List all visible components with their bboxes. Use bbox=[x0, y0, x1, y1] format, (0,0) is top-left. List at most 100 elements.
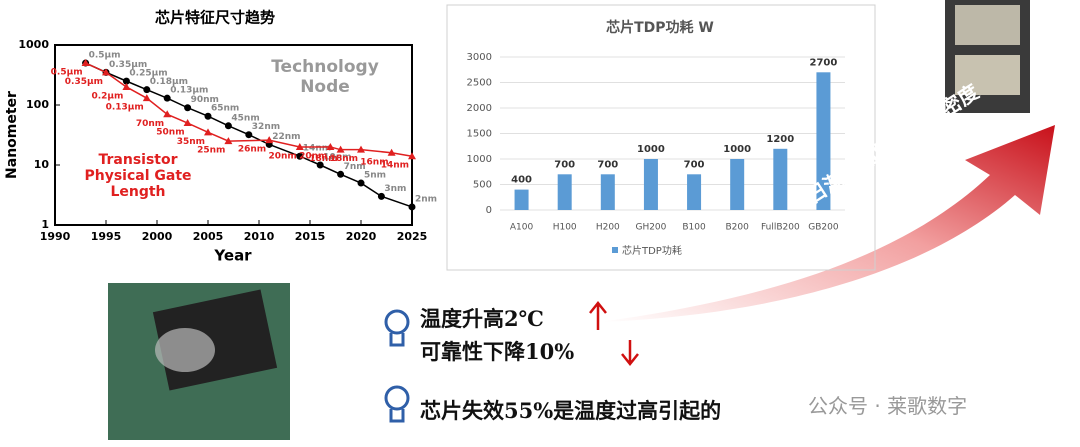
data-label: 400 bbox=[511, 175, 532, 186]
bar bbox=[816, 72, 831, 210]
data-label: 16nm bbox=[360, 157, 388, 167]
bar-chart-frame bbox=[446, 4, 876, 271]
data-label: 18nm bbox=[330, 154, 358, 164]
x-tick-label: 2000 bbox=[142, 230, 173, 243]
legend-swatch bbox=[612, 247, 618, 253]
data-label: 0.2μm bbox=[91, 91, 123, 101]
data-label: 25nm bbox=[197, 146, 225, 156]
data-label: 45nm bbox=[231, 113, 259, 123]
y-tick-label: 10 bbox=[34, 158, 50, 171]
data-label: 700 bbox=[684, 159, 705, 170]
point bbox=[336, 145, 345, 153]
data-label: 2700 bbox=[810, 57, 838, 68]
chart-title: 芯片特征尺寸趋势 bbox=[155, 9, 275, 27]
point bbox=[81, 59, 90, 67]
x-tick-label: 1990 bbox=[40, 230, 71, 243]
bullet: 可靠性下降10% bbox=[420, 339, 575, 364]
point bbox=[143, 86, 151, 94]
point bbox=[245, 131, 253, 139]
data-label: 5nm bbox=[364, 171, 386, 181]
data-label: 65nm bbox=[211, 104, 239, 114]
point bbox=[357, 145, 365, 153]
point bbox=[122, 77, 130, 85]
point bbox=[337, 170, 345, 178]
chart-title: 芯片TDP功耗 W bbox=[606, 19, 714, 36]
data-label: 20nm bbox=[268, 151, 296, 161]
data-label: 0.5μm bbox=[51, 68, 83, 78]
legend-label: 芯片TDP功耗 bbox=[622, 244, 682, 257]
data-label: 35nm bbox=[177, 137, 205, 147]
point bbox=[357, 179, 365, 187]
y-tick-label: 2500 bbox=[467, 78, 492, 89]
watermark: 公众号 · 莱歌数字 bbox=[808, 394, 968, 418]
line bbox=[85, 62, 413, 208]
chip-photo-part bbox=[955, 5, 1020, 45]
x-tick-label: 2005 bbox=[193, 230, 224, 243]
data-label: 18nm bbox=[309, 154, 337, 164]
data-label: 70nm bbox=[136, 119, 164, 129]
point bbox=[184, 104, 192, 112]
data-label: 0.25μm bbox=[129, 69, 167, 79]
point bbox=[142, 94, 151, 102]
point bbox=[204, 128, 212, 136]
data-label: 700 bbox=[597, 159, 618, 170]
data-label: 0.13μm bbox=[106, 103, 144, 113]
point bbox=[204, 112, 212, 120]
point bbox=[102, 68, 110, 76]
point bbox=[265, 136, 274, 144]
data-label: 22nm bbox=[272, 132, 300, 142]
x-tick-label: B200 bbox=[726, 223, 750, 233]
down-arrow bbox=[621, 340, 639, 367]
point bbox=[163, 110, 172, 118]
bar bbox=[600, 174, 615, 210]
data-label: 0.5μm bbox=[89, 51, 121, 61]
x-tick-label: H100 bbox=[553, 223, 577, 233]
point bbox=[408, 152, 416, 160]
data-label: 20nm bbox=[299, 151, 327, 161]
y-tick-label: 2000 bbox=[467, 103, 492, 114]
data-label: 1000 bbox=[637, 144, 665, 155]
x-axis-label: Year bbox=[213, 247, 252, 265]
plot-frame bbox=[54, 44, 413, 226]
point bbox=[122, 82, 131, 90]
data-label: 14nm bbox=[303, 144, 331, 154]
y-tick-label: 500 bbox=[473, 180, 492, 191]
point bbox=[377, 192, 385, 200]
point bbox=[387, 148, 396, 156]
point bbox=[296, 152, 304, 160]
x-tick-label: B100 bbox=[682, 223, 706, 233]
y-tick-label: 1500 bbox=[467, 129, 492, 140]
data-label: 90nm bbox=[191, 95, 219, 105]
data-label: 50nm bbox=[156, 128, 184, 138]
point bbox=[326, 142, 335, 150]
point bbox=[163, 94, 171, 102]
data-label: 0.13μm bbox=[170, 86, 208, 96]
x-tick-label: GH200 bbox=[635, 223, 666, 233]
x-tick-label: FullB200 bbox=[761, 223, 800, 233]
bar bbox=[643, 159, 658, 210]
bar bbox=[514, 189, 529, 210]
y-tick-label: 1000 bbox=[467, 154, 492, 165]
series-name: Technology Node bbox=[271, 57, 379, 97]
point bbox=[224, 122, 232, 130]
x-tick-label: 2020 bbox=[346, 230, 377, 243]
bar bbox=[773, 148, 788, 210]
data-label: 3nm bbox=[384, 184, 406, 194]
bar bbox=[687, 174, 702, 210]
y-tick-label: 0 bbox=[486, 205, 492, 216]
data-label: 14nm bbox=[381, 161, 409, 171]
y-tick-label: 1000 bbox=[18, 38, 49, 51]
data-label: 2nm bbox=[415, 194, 437, 204]
data-label: 0.35μm bbox=[109, 60, 147, 70]
point bbox=[408, 203, 416, 211]
chip-photo-part bbox=[955, 55, 1020, 95]
smoke bbox=[155, 328, 215, 372]
x-tick-label: A100 bbox=[510, 223, 534, 233]
bullet: 芯片失效55%是温度过高引起的 bbox=[420, 398, 722, 423]
x-tick-label: 1995 bbox=[91, 230, 122, 243]
heat-arrow bbox=[600, 125, 1055, 322]
x-tick-label: H200 bbox=[596, 223, 620, 233]
y-tick-label: 100 bbox=[26, 98, 49, 111]
